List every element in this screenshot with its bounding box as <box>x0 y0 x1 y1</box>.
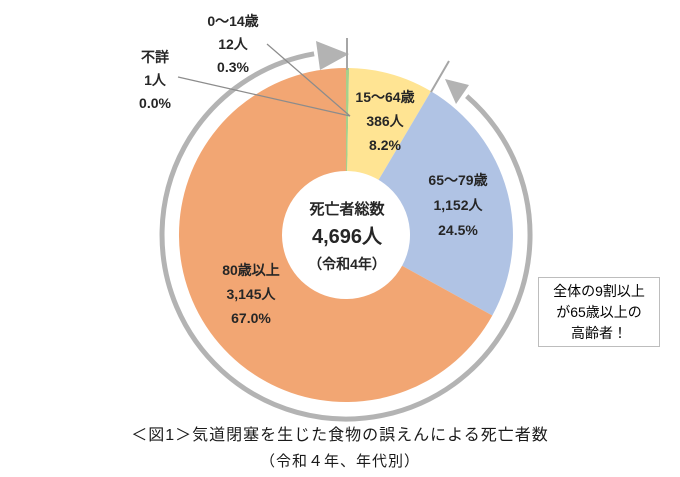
label-age-unknown: 不詳 1人 0.0% <box>95 46 215 115</box>
donut-slice-2 <box>378 91 513 316</box>
label-age-65-79-percent: 24.5% <box>438 222 478 238</box>
label-age-0-14-name: 0〜14歳 <box>207 13 259 29</box>
label-age-65-79-name: 65〜79歳 <box>428 172 488 188</box>
leader-line-0-14 <box>266 43 351 117</box>
annotation-line-3: 高齢者！ <box>571 325 627 341</box>
label-age-0-14: 0〜14歳 12人 0.3% <box>173 10 293 79</box>
donut-slice-3 <box>178 68 493 403</box>
label-age-80-plus-percent: 67.0% <box>231 310 271 326</box>
ring-arrow-head-top-icon <box>316 41 349 70</box>
annotation-line-1: 全体の9割以上 <box>553 283 645 299</box>
donut-slice-1 <box>347 68 431 180</box>
label-age-65-79: 65〜79歳 1,152人 24.5% <box>398 168 518 243</box>
label-age-15-64-count: 386人 <box>366 113 404 129</box>
total-deaths-year: （令和4年） <box>308 256 386 272</box>
ring-arrow-arc <box>159 51 533 422</box>
figure-subtitle: （令和４年、年代別） <box>259 453 420 470</box>
donut-center-label: 死亡者総数 4,696人 （令和4年） <box>271 197 423 277</box>
label-age-15-64: 15〜64歳 386人 8.2% <box>325 85 445 157</box>
label-age-unknown-name: 不詳 <box>141 49 169 65</box>
label-age-15-64-name: 15〜64歳 <box>355 89 415 105</box>
label-age-80-plus-count: 3,145人 <box>226 286 276 302</box>
label-age-15-64-percent: 8.2% <box>369 137 401 153</box>
total-deaths-caption: 死亡者総数 <box>309 201 385 218</box>
label-age-unknown-count: 1人 <box>144 72 166 88</box>
leader-line-unknown <box>177 76 351 117</box>
label-age-80-plus-name: 80歳以上 <box>222 262 280 278</box>
annotation-line-2: が65歳以上の <box>556 304 642 320</box>
label-age-unknown-percent: 0.0% <box>139 95 171 111</box>
figure-title: ＜図1＞気道閉塞を生じた食物の誤えんによる死亡者数 <box>131 427 549 444</box>
tick-yellow-blue-boundary <box>430 60 450 93</box>
label-age-80-plus: 80歳以上 3,145人 67.0% <box>191 258 311 330</box>
total-deaths-value: 4,696人 <box>311 226 383 248</box>
ring-arrow-head-right-icon <box>445 79 469 104</box>
label-age-65-79-count: 1,152人 <box>433 197 483 213</box>
annotation-box: 全体の9割以上 が65歳以上の 高齢者！ <box>538 277 660 347</box>
donut-chart <box>178 67 513 403</box>
label-age-0-14-percent: 0.3% <box>217 59 249 75</box>
donut-slice-0 <box>346 67 350 171</box>
label-age-0-14-count: 12人 <box>218 36 248 52</box>
